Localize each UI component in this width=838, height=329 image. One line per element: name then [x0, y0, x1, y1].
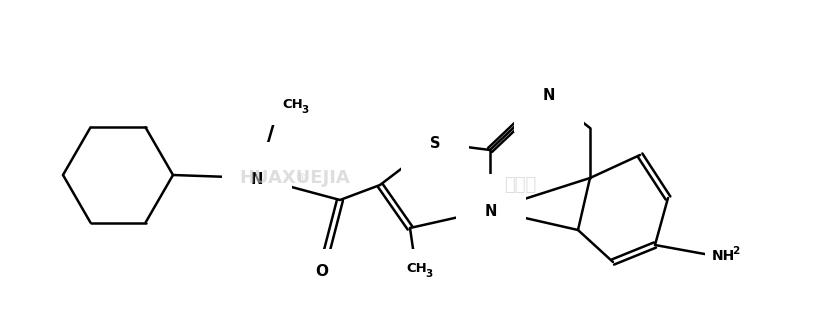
- Text: O: O: [315, 265, 328, 280]
- Text: 3: 3: [301, 105, 308, 115]
- Text: 2: 2: [732, 246, 739, 256]
- Text: ®: ®: [295, 173, 306, 183]
- Text: NH: NH: [712, 249, 735, 263]
- Text: N: N: [485, 204, 497, 218]
- Text: CH: CH: [406, 263, 427, 275]
- Text: N: N: [251, 171, 263, 187]
- Text: S: S: [430, 137, 440, 151]
- Text: 3: 3: [425, 269, 432, 279]
- Text: 化学加: 化学加: [504, 176, 536, 194]
- Text: N: N: [543, 88, 556, 103]
- Text: HUAXUEJIA: HUAXUEJIA: [240, 169, 350, 187]
- Text: CH: CH: [282, 98, 303, 112]
